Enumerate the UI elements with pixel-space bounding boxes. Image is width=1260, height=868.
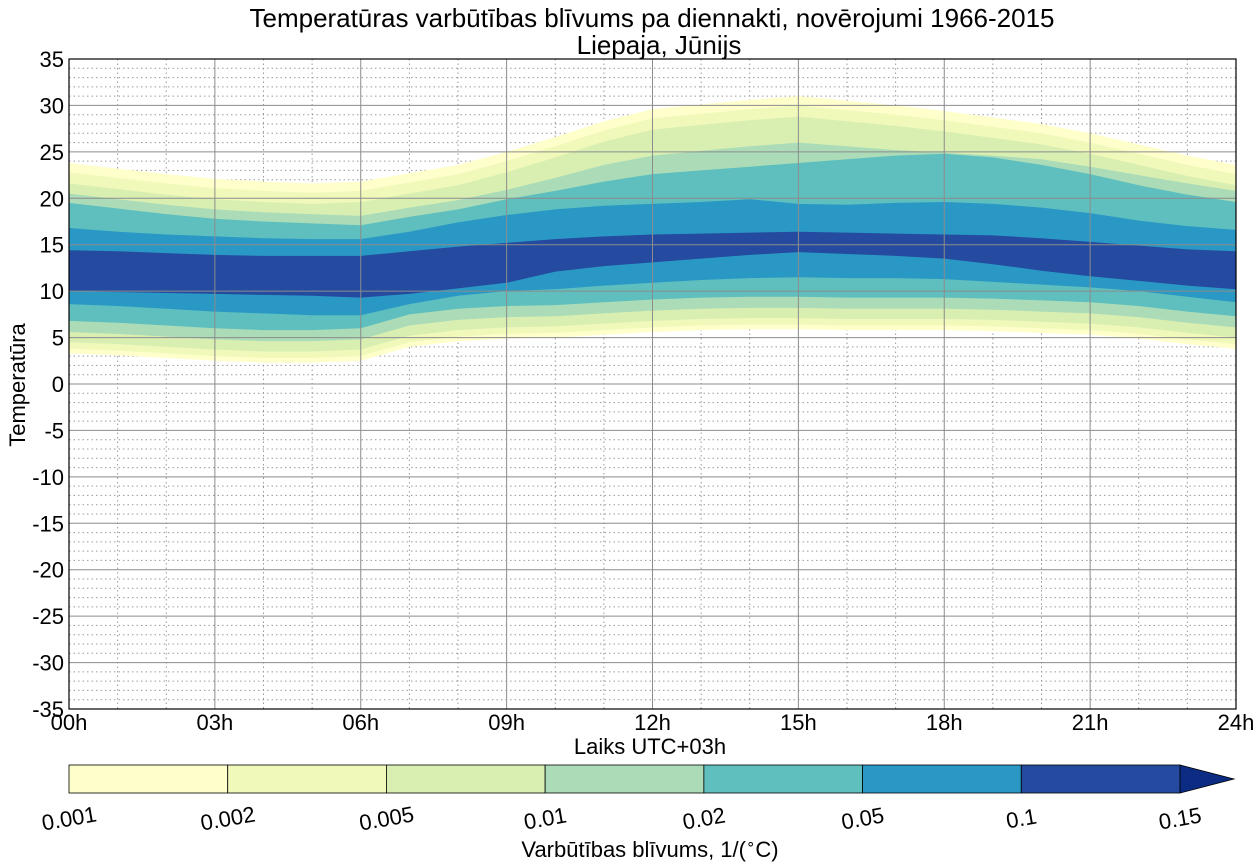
x-tick-label: 06h bbox=[342, 710, 379, 735]
y-tick-label: 10 bbox=[40, 279, 64, 304]
colorbar-segment-0.001 bbox=[68, 764, 229, 794]
y-tick-label: 15 bbox=[40, 233, 64, 258]
colorbar-ticks: 0.001 0.002 0.005 0.01 0.02 0.05 0.1 0.15 bbox=[40, 801, 1204, 835]
x-tick-label: 12h bbox=[634, 710, 671, 735]
colorbar-segment-0.05 bbox=[862, 764, 1022, 794]
y-tick-label: -35 bbox=[32, 697, 64, 722]
x-tick-label: 00h bbox=[51, 710, 88, 735]
y-tick-label: 30 bbox=[40, 93, 64, 118]
x-tick-label: 24h bbox=[1218, 710, 1255, 735]
y-tick-label: 5 bbox=[52, 326, 64, 351]
x-tick-label: 09h bbox=[488, 710, 525, 735]
y-axis-label: Temperatūra bbox=[5, 322, 30, 446]
colorbar-tick-label: 0.002 bbox=[199, 801, 258, 835]
colorbar-tick-label: 0.15 bbox=[1157, 802, 1204, 834]
plot-border bbox=[68, 58, 1237, 710]
x-axis-label: Laiks UTC+03h bbox=[574, 734, 726, 759]
x-tick-label: 18h bbox=[926, 710, 963, 735]
chart-subtitle: Liepaja, Jūnijs bbox=[577, 30, 742, 60]
y-tick-label: -25 bbox=[32, 604, 64, 629]
colorbar-tick-label: 0.005 bbox=[357, 801, 416, 835]
chart-title: Temperatūras varbūtības blīvums pa dienn… bbox=[249, 3, 1054, 33]
colorbar-segment-0.01 bbox=[544, 764, 705, 794]
colorbar-label: Varbūtības blīvums, 1/(∘C) bbox=[521, 836, 778, 862]
y-tick-label: 0 bbox=[52, 372, 64, 397]
colorbar-tick-label: 0.001 bbox=[40, 801, 99, 835]
colorbar-segment-0.002 bbox=[227, 764, 387, 794]
colorbar-tick-label: 0.02 bbox=[681, 802, 728, 834]
plot-frame bbox=[68, 58, 1237, 710]
x-axis-ticks: 00h 03h 06h 09h 12h 15h 18h 21h 24h bbox=[51, 710, 1255, 735]
y-axis-ticks: 35 30 25 20 15 10 5 0 -5 -10 -15 -20 -25 -30 -35 bbox=[32, 47, 64, 722]
y-tick-label: 20 bbox=[40, 186, 64, 211]
y-tick-label: -10 bbox=[32, 465, 64, 490]
colorbar-segment-0.005 bbox=[386, 764, 546, 794]
colorbar-segment-0.02 bbox=[703, 764, 863, 794]
colorbar-extend-arrow bbox=[1179, 764, 1236, 794]
y-tick-label: -20 bbox=[32, 558, 64, 583]
y-tick-label: 25 bbox=[40, 140, 64, 165]
x-tick-label: 15h bbox=[780, 710, 817, 735]
y-tick-label: 35 bbox=[40, 47, 64, 72]
y-tick-label: -30 bbox=[32, 651, 64, 676]
y-tick-label: -15 bbox=[32, 511, 64, 536]
x-tick-label: 03h bbox=[197, 710, 234, 735]
y-tick-label: -5 bbox=[44, 418, 64, 443]
colorbar bbox=[68, 764, 1236, 794]
colorbar-segment-0.1 bbox=[1020, 764, 1181, 794]
x-tick-label: 21h bbox=[1072, 710, 1109, 735]
colorbar-tick-label: 0.01 bbox=[522, 802, 569, 834]
colorbar-tick-label: 0.1 bbox=[1004, 804, 1038, 834]
colorbar-tick-label: 0.05 bbox=[839, 802, 886, 834]
